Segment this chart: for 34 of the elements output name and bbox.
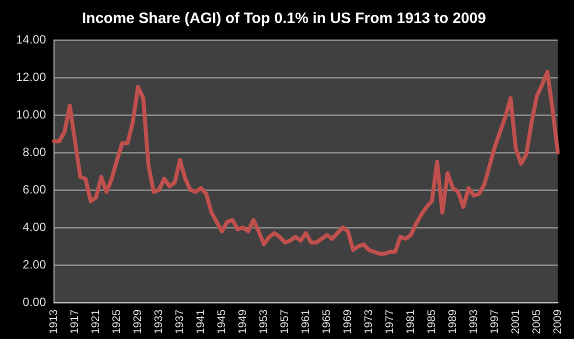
x-tick-label: 1917	[69, 310, 82, 334]
y-tick-label: 0.00	[22, 294, 46, 309]
x-tick-label: 1961	[300, 310, 312, 334]
x-tick-label: 1933	[153, 310, 166, 334]
x-tick-label: 1937	[174, 310, 186, 334]
x-tick-label: 1945	[216, 310, 228, 334]
x-tick-label: 2001	[510, 310, 522, 334]
x-tick-label: 1973	[362, 310, 375, 334]
y-tick-label: 12.00	[16, 70, 46, 84]
x-tick-label: 1997	[488, 310, 501, 334]
x-tick-label: 1921	[90, 310, 102, 334]
x-tick-label: 1953	[258, 310, 270, 334]
x-tick-label: 1929	[132, 310, 144, 334]
y-tick-label: 10.00	[16, 107, 46, 122]
x-tick-label: 2005	[530, 310, 543, 334]
x-tick-label: 1965	[320, 310, 333, 334]
y-tick-label: 4.00	[22, 220, 46, 234]
x-tick-label: 1913	[48, 310, 60, 334]
x-tick-label: 1993	[468, 310, 480, 334]
x-tick-label: 1957	[278, 310, 291, 334]
x-tick-label: 1925	[111, 310, 124, 334]
x-tick-label: 1969	[342, 310, 354, 334]
y-tick-label: 2.00	[22, 257, 46, 272]
x-tick-label: 1977	[384, 310, 396, 334]
x-tick-label: 1989	[446, 310, 459, 334]
x-tick-label: 1941	[194, 310, 207, 334]
x-tick-label: 1949	[236, 310, 249, 334]
x-tick-label: 2009	[552, 310, 564, 334]
y-tick-label: 8.00	[22, 144, 46, 159]
y-tick-label: 14.00	[16, 32, 46, 46]
x-tick-label: 1981	[404, 310, 417, 334]
y-tick-label: 6.00	[22, 182, 46, 196]
x-tick-label: 1985	[426, 310, 438, 334]
chart-title: Income Share (AGI) of Top 0.1% in US From 1913 to 2009	[82, 10, 486, 28]
